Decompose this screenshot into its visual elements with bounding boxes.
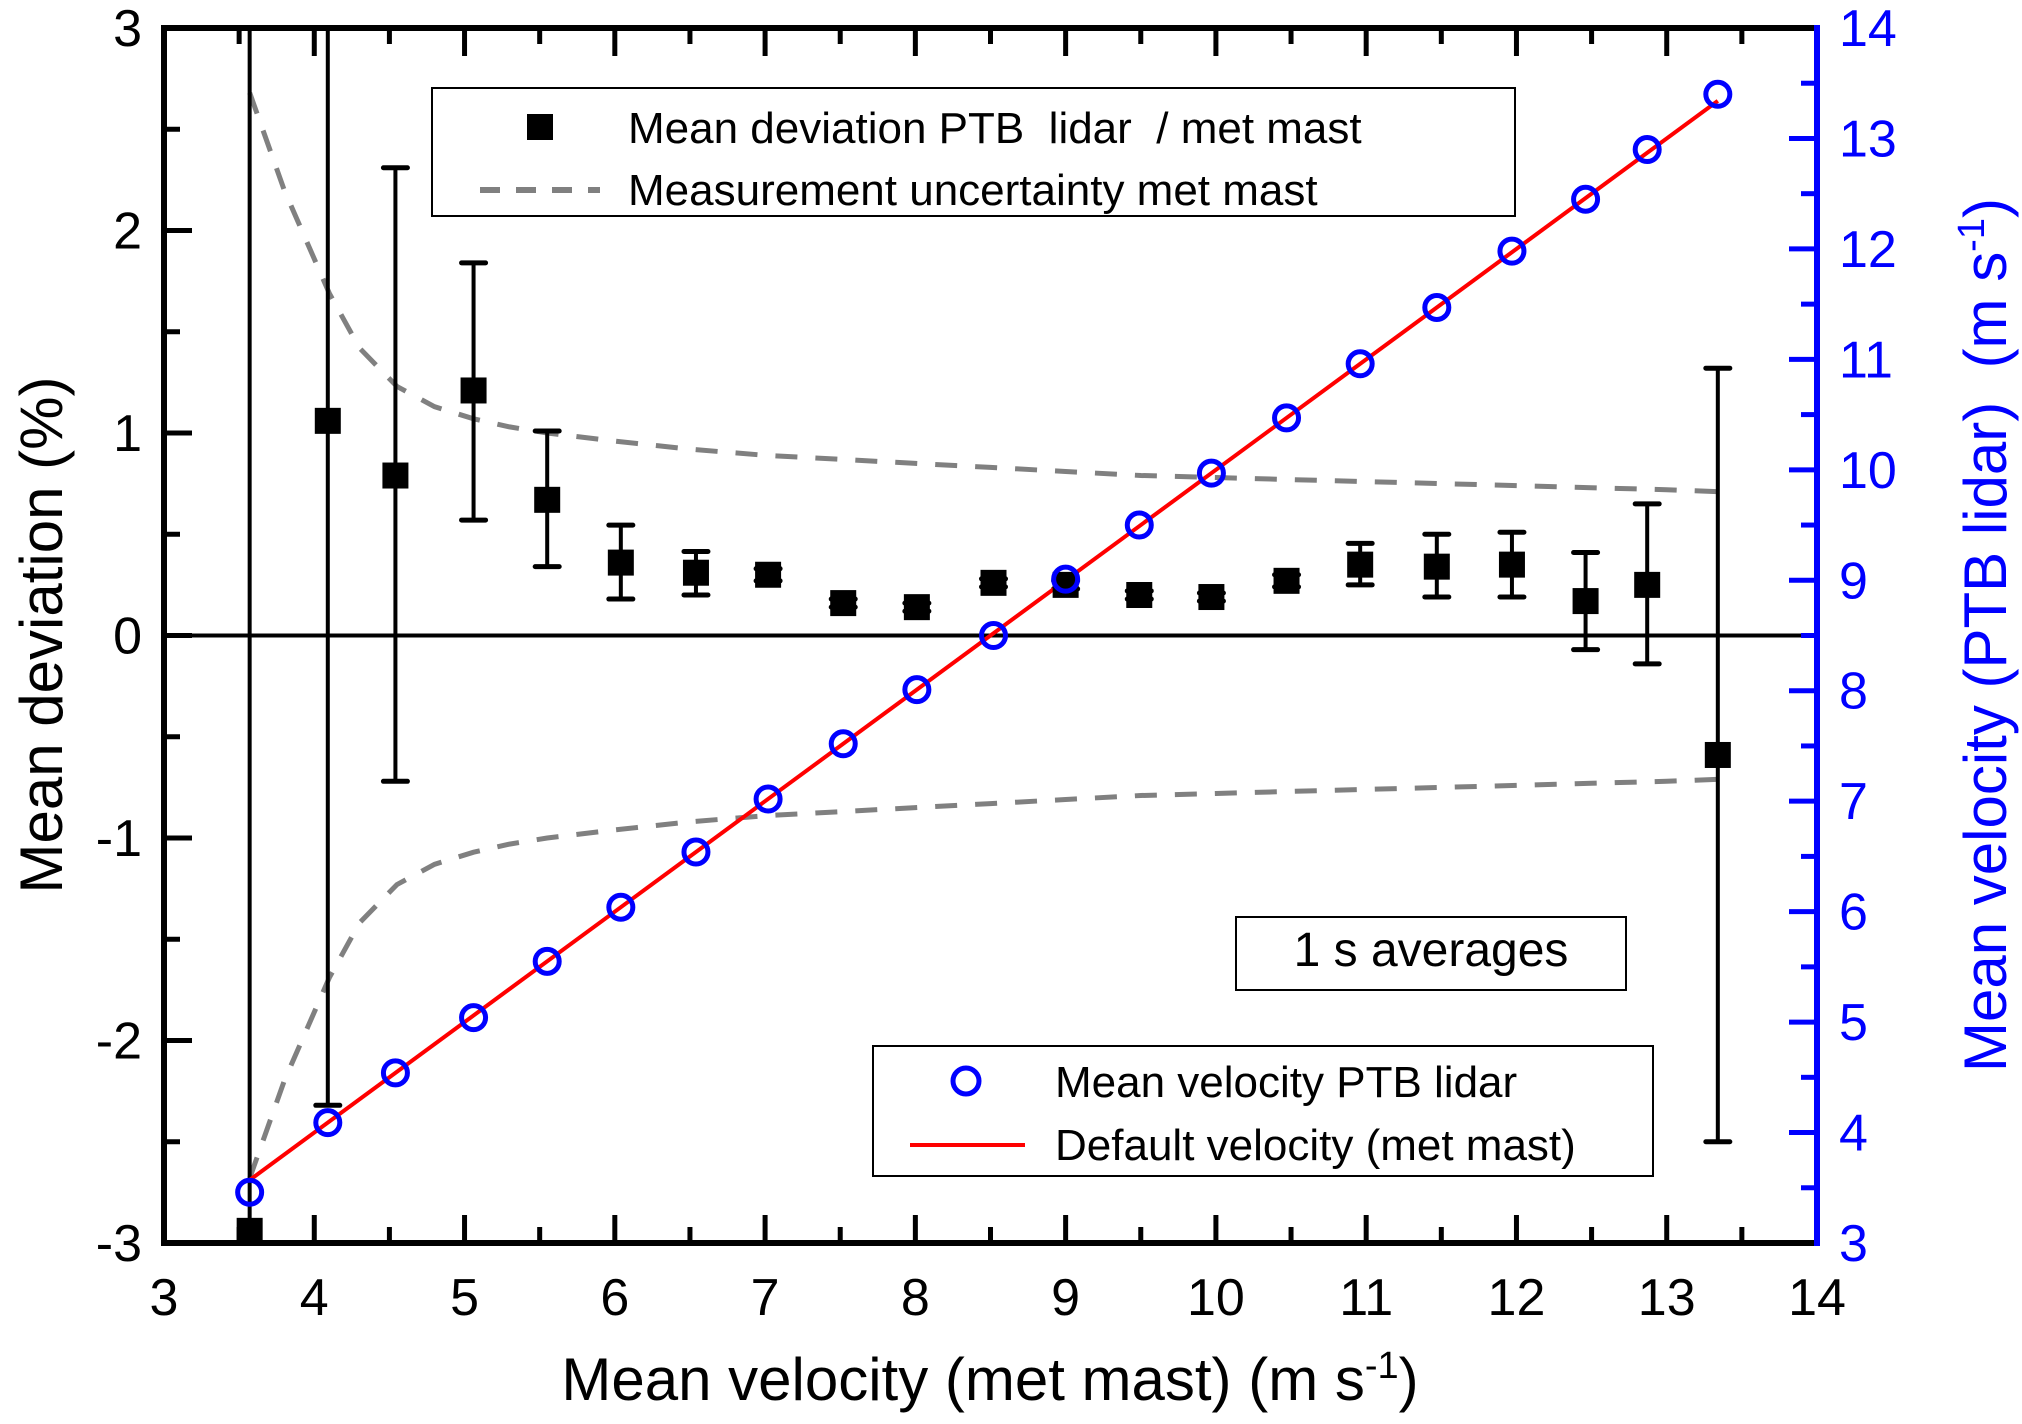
- annotation-frame: [1235, 916, 1627, 991]
- y-left-tick-label: 1: [113, 405, 142, 463]
- x-tick-label: 11: [1339, 1269, 1393, 1327]
- deviation-point: [1498, 551, 1525, 578]
- axes: [161, 25, 1820, 1246]
- legend-label-deviation: Mean deviation PTB lidar / met mast: [628, 104, 1362, 153]
- tick-labels: 3 4 5 6 7 8 9 10 11 12 13 14-3-2-101233456789101112…: [96, 0, 1897, 1327]
- legend-bottom-box: [872, 1045, 1654, 1177]
- y-right-tick-label: 11: [1839, 331, 1893, 389]
- x-tick-label: 5: [450, 1269, 479, 1327]
- lidar-point: [1124, 510, 1154, 540]
- deviation-markers: [236, 377, 1731, 1244]
- y-right-axis-title-main: Mean velocity (PTB lidar) (m s: [1952, 252, 2019, 1072]
- deviation-point: [1126, 582, 1153, 608]
- y-right-axis-title-sup: -1: [1951, 218, 1993, 252]
- lidar-point: [1051, 564, 1081, 594]
- lidar-point: [979, 621, 1009, 650]
- lidar-point: [1345, 349, 1375, 379]
- deviation-point: [1198, 584, 1225, 611]
- deviation-point: [980, 569, 1007, 596]
- y-right-tick-label: 12: [1839, 221, 1897, 279]
- lidar-point: [753, 784, 783, 814]
- lidar-markers: [235, 79, 1733, 1207]
- legend-label-uncertainty: Measurement uncertainty met mast: [628, 166, 1318, 215]
- deviation-point: [1423, 553, 1450, 580]
- legend-bottom: Mean velocity PTB lidar Default velocity…: [872, 1045, 1654, 1177]
- deviation-point: [314, 407, 341, 434]
- x-tick-label: 9: [1051, 1269, 1080, 1327]
- x-axis-title-main: Mean velocity (met mast) (m s: [561, 1346, 1364, 1413]
- annotation-label: 1 s averages: [1294, 924, 1569, 977]
- legend-top: Mean deviation PTB lidar / met mast Meas…: [431, 87, 1516, 217]
- y-left-tick-label: -3: [96, 1215, 142, 1273]
- deviation-point: [460, 377, 487, 404]
- y-right-tick-label: 3: [1839, 1215, 1868, 1273]
- y-right-tick-label: 5: [1839, 994, 1868, 1052]
- lidar-point: [235, 1177, 265, 1207]
- y-right-tick-label: 13: [1839, 110, 1897, 168]
- deviation-point: [1634, 571, 1661, 598]
- y-left-tick-label: 2: [113, 203, 142, 261]
- deviation-point: [903, 594, 930, 621]
- annotation-box: 1 s averages: [1235, 916, 1627, 991]
- x-axis-title-end: ): [1399, 1346, 1419, 1413]
- y-left-tick-label: 3: [113, 0, 142, 58]
- legend-label-lidar: Mean velocity PTB lidar: [1055, 1058, 1517, 1107]
- lidar-point: [380, 1058, 410, 1088]
- x-axis-title-sup: -1: [1365, 1345, 1399, 1387]
- y-right-tick-label: 7: [1839, 773, 1868, 831]
- lidar-point: [828, 729, 858, 759]
- y-right-tick-label: 10: [1839, 442, 1897, 500]
- x-tick-label: 3: [150, 1269, 179, 1327]
- x-tick-label: 14: [1788, 1269, 1846, 1327]
- x-tick-label: 7: [751, 1269, 780, 1327]
- uncertainty-curve-lower: [247, 776, 1718, 1180]
- x-tick-label: 8: [901, 1269, 930, 1327]
- y-right-tick-label: 9: [1839, 552, 1868, 610]
- lidar-point: [1196, 458, 1226, 488]
- y-right-axis-title: Mean velocity (PTB lidar) (m s-1): [1951, 198, 2019, 1072]
- deviation-point: [534, 486, 561, 513]
- lidar-point: [606, 892, 636, 922]
- y-right-tick-label: 6: [1839, 884, 1868, 942]
- lidar-point: [902, 675, 932, 705]
- deviation-point: [830, 590, 857, 617]
- deviation-point: [682, 559, 709, 586]
- deviation-point: [1704, 741, 1731, 768]
- legend-circle-marker-icon: [950, 1065, 982, 1097]
- deviation-point: [1572, 588, 1599, 615]
- x-tick-label: 10: [1187, 1269, 1245, 1327]
- y-right-tick-label: 4: [1839, 1105, 1868, 1163]
- lidar-point: [532, 946, 562, 976]
- y-left-tick-label: -1: [96, 810, 142, 868]
- x-axis-title: Mean velocity (met mast) (m s-1): [561, 1345, 1418, 1413]
- legend-top-box: [431, 87, 1516, 217]
- legend-square-marker-icon: [527, 114, 553, 140]
- deviation-point: [1347, 551, 1374, 578]
- lidar-point: [1272, 403, 1302, 433]
- lidar-point: [1422, 292, 1452, 322]
- x-tick-label: 12: [1488, 1269, 1546, 1327]
- lidar-point: [681, 837, 711, 867]
- y-right-tick-label: 8: [1839, 663, 1868, 721]
- legend-label-default: Default velocity (met mast): [1055, 1121, 1576, 1170]
- deviation-point: [382, 462, 409, 489]
- x-tick-label: 4: [300, 1269, 329, 1327]
- y-right-axis-title-end: ): [1952, 198, 2019, 218]
- x-tick-label: 13: [1638, 1269, 1696, 1327]
- y-left-tick-label: -2: [96, 1013, 142, 1071]
- lidar-point: [1632, 135, 1662, 164]
- y-left-axis-title: Mean deviation (%): [8, 377, 75, 894]
- y-left-tick-label: 0: [113, 608, 142, 666]
- lidar-point: [313, 1108, 343, 1138]
- lidar-point: [1703, 79, 1733, 109]
- deviation-point: [1273, 567, 1300, 594]
- deviation-point: [755, 561, 782, 588]
- y-right-tick-label: 14: [1839, 0, 1897, 58]
- lidar-point: [459, 1003, 489, 1033]
- x-tick-label: 6: [600, 1269, 629, 1327]
- lidar-point: [1571, 184, 1601, 214]
- deviation-point: [607, 549, 634, 576]
- lidar-point: [1497, 236, 1527, 266]
